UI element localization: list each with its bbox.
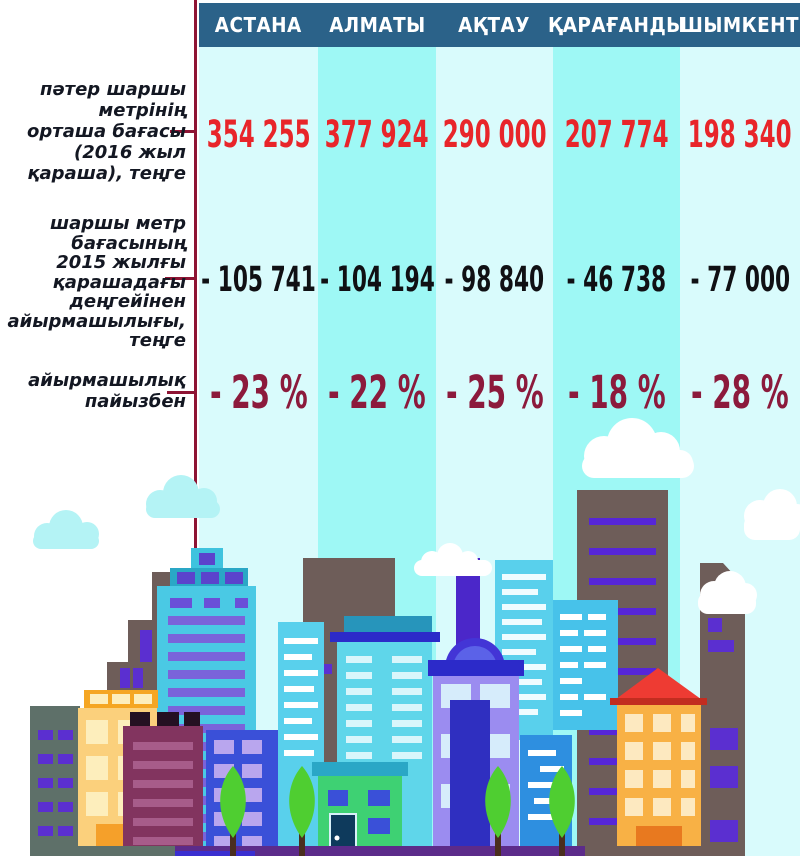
value-cell: - 77 000 bbox=[690, 260, 790, 300]
column-band-shymkent bbox=[680, 47, 800, 856]
city-label: АҚТАУ bbox=[458, 13, 531, 37]
value-cell: 198 340 bbox=[688, 112, 792, 156]
value-cell: - 28 % bbox=[691, 365, 789, 419]
value-cell: - 22 % bbox=[328, 365, 426, 419]
city-header-bar: АСТАНА АЛМАТЫ АҚТАУ ҚАРАҒАНДЫ ШЫМКЕНТ bbox=[199, 3, 800, 47]
city-header-almaty: АЛМАТЫ bbox=[318, 3, 436, 47]
value-cell: - 105 741 bbox=[201, 260, 316, 300]
column-band-aktau bbox=[436, 47, 553, 856]
value-cell: - 104 194 bbox=[319, 260, 435, 300]
city-header-astana: АСТАНА bbox=[199, 3, 318, 47]
city-label: АСТАНА bbox=[215, 13, 302, 37]
value-cell: - 18 % bbox=[567, 365, 666, 419]
city-header-karaganda: ҚАРАҒАНДЫ bbox=[548, 3, 685, 47]
value-cell: 354 255 bbox=[206, 112, 311, 156]
city-header-aktau: АҚТАУ bbox=[436, 3, 553, 47]
value-cell: - 23 % bbox=[209, 365, 308, 419]
label-connector bbox=[167, 391, 195, 394]
value-cell: 377 924 bbox=[325, 112, 429, 156]
building-brown-stepped bbox=[107, 572, 203, 856]
city-label: ҚАРАҒАНДЫ bbox=[547, 13, 686, 37]
building-orange bbox=[78, 690, 158, 856]
value-cell: - 25 % bbox=[445, 365, 544, 419]
column-band-almaty bbox=[318, 47, 436, 856]
row-label-average-price: пәтер шаршы метрінің орташа бағасы (2016… bbox=[27, 79, 186, 184]
row-label-difference-percent: айырмашылық пайызбен bbox=[28, 370, 186, 412]
cloud-icon bbox=[33, 475, 220, 549]
row-difference-percent: - 23 % - 22 % - 25 % - 18 % - 28 % bbox=[199, 363, 800, 421]
row-average-price: 354 255 377 924 290 000 207 774 198 340 bbox=[199, 108, 800, 160]
value-cell: - 98 840 bbox=[444, 260, 545, 300]
building-maroon bbox=[123, 712, 203, 856]
row-label-difference-tenge: шаршы метр бағасының 2015 жылғы қарашада… bbox=[7, 213, 186, 351]
label-connector bbox=[165, 277, 195, 280]
city-header-shymkent: ШЫМКЕНТ bbox=[680, 3, 800, 47]
column-band-karaganda bbox=[553, 47, 680, 856]
value-cell: 290 000 bbox=[442, 112, 547, 156]
pointer-line bbox=[194, 0, 197, 552]
city-label: АЛМАТЫ bbox=[328, 13, 426, 37]
column-band-astana bbox=[199, 47, 318, 856]
value-cell: - 46 738 bbox=[566, 260, 667, 300]
label-connector bbox=[170, 130, 195, 133]
city-label: ШЫМКЕНТ bbox=[680, 13, 800, 37]
row-difference-tenge: - 105 741 - 104 194 - 98 840 - 46 738 - … bbox=[199, 254, 800, 306]
value-cell: 207 774 bbox=[564, 112, 669, 156]
building-gray bbox=[30, 706, 80, 852]
